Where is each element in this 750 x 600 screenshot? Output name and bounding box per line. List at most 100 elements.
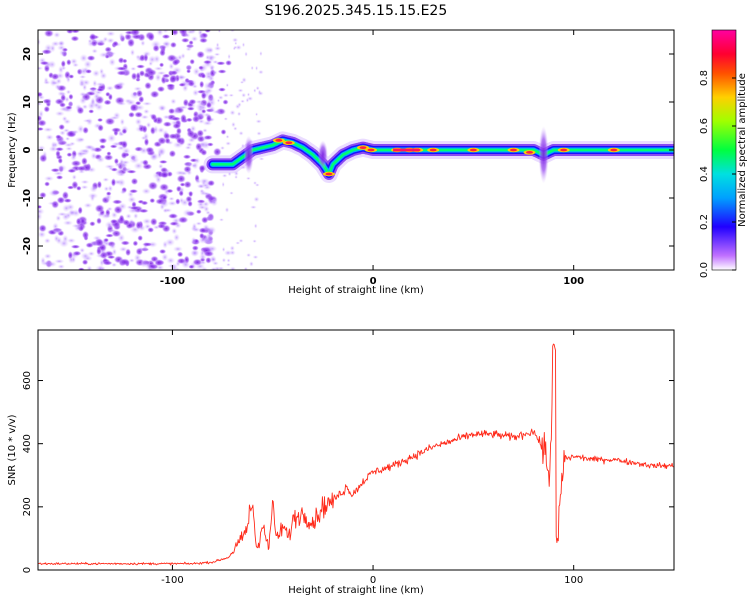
noise-blob	[183, 180, 192, 189]
noise-blob	[66, 152, 73, 158]
noise-blob	[43, 237, 51, 244]
noise-blob	[255, 119, 262, 124]
noise-blob	[205, 101, 213, 109]
ridge-hotspot	[367, 148, 375, 152]
noise-blob	[171, 59, 180, 66]
noise-blob	[53, 171, 64, 176]
noise-blob	[103, 154, 114, 161]
noise-blob	[221, 246, 226, 253]
noise-blob	[70, 244, 81, 249]
noise-blob	[103, 99, 112, 106]
noise-blob	[199, 260, 207, 265]
noise-blob	[120, 161, 128, 171]
noise-blob	[50, 40, 61, 47]
noise-blob	[111, 248, 118, 256]
noise-blob	[142, 50, 152, 58]
noise-blob	[161, 195, 168, 201]
noise-blob	[246, 253, 252, 258]
noise-blob	[81, 230, 90, 240]
noise-blob	[38, 91, 44, 98]
noise-blob	[197, 118, 205, 124]
noise-blob	[127, 195, 137, 204]
noise-blob	[239, 80, 245, 84]
noise-blob	[169, 70, 179, 76]
noise-blob	[106, 30, 116, 37]
x-tick-label: 0	[370, 575, 376, 586]
noise-blob	[62, 128, 70, 133]
noise-blob	[222, 99, 229, 105]
noise-blob	[76, 165, 87, 172]
noise-blob	[135, 220, 142, 230]
snr-axes: -100 0 100 0 200 400 600	[22, 330, 674, 586]
noise-blob	[96, 38, 107, 45]
snr-frame	[37, 329, 675, 571]
noise-blob	[142, 159, 149, 167]
noise-blob	[150, 113, 158, 121]
noise-blob	[254, 183, 260, 187]
noise-blob	[96, 217, 102, 225]
noise-blob	[102, 260, 113, 266]
noise-blob	[238, 238, 244, 243]
y-tick-label: -10	[22, 189, 33, 207]
noise-blob	[168, 149, 177, 158]
noise-blob	[130, 66, 137, 71]
noise-blob	[79, 53, 89, 63]
noise-blob	[237, 111, 242, 117]
noise-blob	[141, 101, 153, 106]
signal-ridge	[203, 126, 674, 184]
noise-blob	[70, 57, 78, 65]
noise-blob	[217, 266, 225, 270]
noise-blob	[140, 40, 146, 47]
noise-blob	[141, 124, 148, 134]
noise-blob	[68, 93, 74, 101]
noise-blob	[145, 121, 152, 129]
noise-blob	[243, 266, 248, 270]
noise-blob	[77, 267, 85, 270]
noise-blob	[145, 146, 155, 154]
noise-blob	[96, 87, 105, 92]
noise-blob	[80, 185, 89, 190]
noise-blob	[68, 209, 77, 216]
noise-blob	[142, 245, 148, 253]
noise-blob	[229, 245, 235, 252]
noise-blob	[170, 98, 177, 105]
noise-blob	[127, 38, 135, 48]
noise-blob	[157, 223, 167, 229]
noise-blob	[141, 258, 149, 268]
noise-blob	[133, 161, 144, 170]
noise-blob	[208, 84, 215, 90]
noise-blob	[213, 45, 222, 52]
noise-blob	[113, 157, 119, 165]
noise-blob	[159, 105, 166, 112]
noise-blob	[129, 205, 140, 211]
noise-blob	[65, 146, 73, 151]
noise-blob	[111, 178, 116, 187]
noise-blob	[159, 170, 170, 179]
noise-blob	[55, 137, 67, 145]
noise-blob	[255, 85, 260, 91]
noise-blob	[178, 105, 189, 110]
noise-blob	[100, 212, 111, 220]
noise-blob	[141, 187, 152, 195]
noise-blob	[221, 257, 227, 263]
noise-blob	[189, 58, 195, 65]
noise-blob	[146, 68, 157, 77]
noise-blob	[119, 118, 126, 126]
snr-data	[38, 343, 674, 566]
noise-blob	[53, 31, 61, 39]
noise-blob	[38, 66, 44, 71]
noise-blob	[210, 198, 218, 203]
noise-blob	[147, 181, 159, 191]
noise-blob	[149, 197, 156, 204]
noise-blob	[240, 99, 246, 104]
noise-blob	[61, 115, 68, 122]
noise-blob	[77, 206, 83, 215]
noise-blob	[195, 142, 203, 152]
noise-blob	[103, 237, 109, 243]
noise-blob	[174, 222, 182, 229]
noise-blob	[90, 152, 98, 160]
noise-blob	[212, 60, 219, 64]
noise-blob	[130, 72, 138, 81]
noise-blob	[167, 200, 178, 207]
